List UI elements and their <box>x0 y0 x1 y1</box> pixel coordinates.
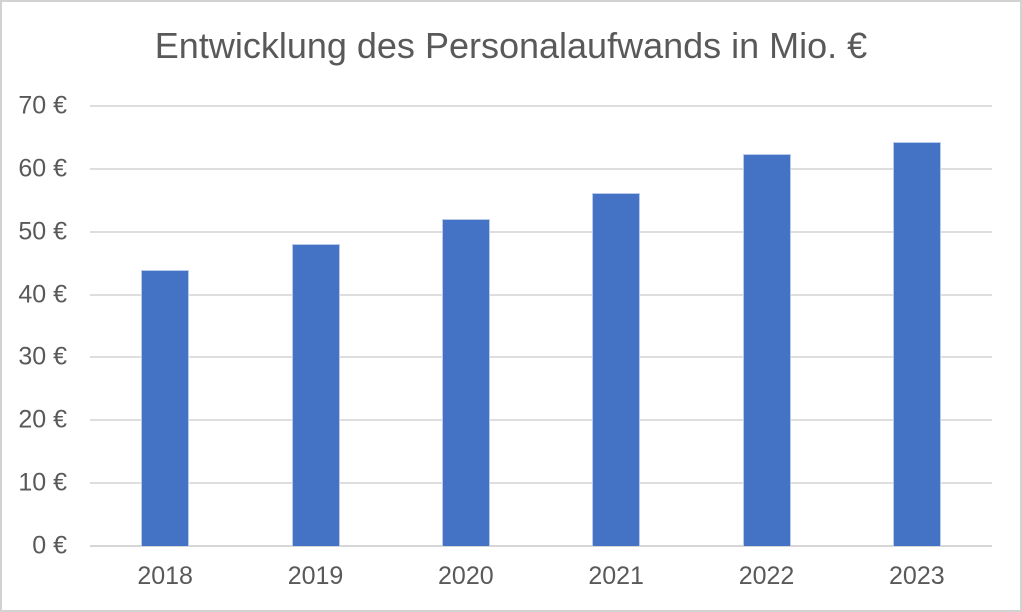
y-axis-labels: 0 € 10 € 20 € 30 € 40 € 50 € 60 € 70 € <box>2 92 67 560</box>
y-tick-label: 0 € <box>32 531 67 560</box>
y-tick-label: 20 € <box>18 405 67 434</box>
gridline <box>90 230 992 233</box>
gridline <box>90 293 992 296</box>
bar-2022 <box>742 153 791 546</box>
bar-2023 <box>892 141 941 546</box>
x-tick-label: 2021 <box>588 562 644 590</box>
bar-2020 <box>441 219 490 546</box>
gridline <box>90 419 992 422</box>
y-tick-label: 40 € <box>18 280 67 309</box>
x-axis-labels: 2018 2019 2020 2021 2022 2023 <box>90 562 992 596</box>
y-tick-label: 10 € <box>18 468 67 497</box>
gridline <box>90 105 992 107</box>
bar-2018 <box>141 270 190 546</box>
y-tick-label: 50 € <box>18 217 67 246</box>
y-tick-label: 60 € <box>18 154 67 183</box>
bar-2019 <box>291 243 340 546</box>
y-tick-label: 70 € <box>18 91 67 120</box>
plot-area <box>90 105 992 547</box>
x-axis-line <box>90 545 992 547</box>
chart-title: Entwicklung des Personalaufwands in Mio.… <box>154 25 868 66</box>
y-tick-label: 30 € <box>18 342 67 371</box>
x-tick-label: 2018 <box>137 562 193 590</box>
x-tick-label: 2019 <box>287 562 344 590</box>
x-tick-label: 2022 <box>738 562 795 590</box>
bar-2021 <box>592 192 641 546</box>
x-tick-label: 2023 <box>889 562 945 590</box>
x-tick-label: 2020 <box>438 562 494 590</box>
gridline <box>90 482 992 485</box>
gridline <box>90 356 992 359</box>
gridline <box>90 167 992 170</box>
